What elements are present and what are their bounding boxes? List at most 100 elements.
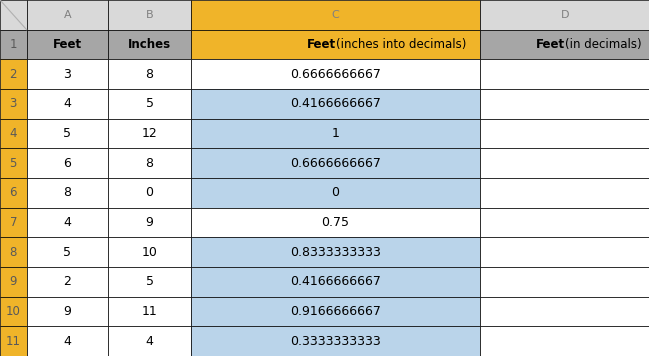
Text: 0: 0 <box>145 186 154 199</box>
Text: 1: 1 <box>332 127 339 140</box>
Bar <box>0 237 27 267</box>
Text: 3: 3 <box>10 97 17 110</box>
Text: 2: 2 <box>64 275 71 288</box>
Bar <box>108 178 191 208</box>
Text: (in decimals): (in decimals) <box>565 38 641 51</box>
Bar <box>108 89 191 119</box>
Text: 9: 9 <box>10 275 17 288</box>
Text: 0.8333333333: 0.8333333333 <box>290 246 381 259</box>
Bar <box>191 297 480 326</box>
Bar <box>27 30 108 59</box>
Text: A: A <box>64 10 71 20</box>
Bar <box>0 267 27 297</box>
Text: 10: 10 <box>6 305 21 318</box>
Bar <box>0 59 27 89</box>
Text: D: D <box>560 10 569 20</box>
Text: 8: 8 <box>64 186 71 199</box>
Bar <box>191 208 480 237</box>
Text: 5: 5 <box>145 275 154 288</box>
Text: 12: 12 <box>141 127 158 140</box>
Text: 5: 5 <box>10 157 17 170</box>
Bar <box>27 148 108 178</box>
Bar <box>108 208 191 237</box>
Text: 0.75: 0.75 <box>321 216 350 229</box>
Bar <box>0 30 27 59</box>
Bar <box>191 267 480 297</box>
Bar <box>27 237 108 267</box>
Text: 0.6666666667: 0.6666666667 <box>290 157 381 170</box>
Text: 3: 3 <box>64 68 71 81</box>
Bar <box>27 0 108 30</box>
Text: 8: 8 <box>145 68 154 81</box>
Bar <box>191 326 480 356</box>
Bar <box>108 326 191 356</box>
Text: Feet: Feet <box>306 38 336 51</box>
Bar <box>480 326 649 356</box>
Bar <box>108 297 191 326</box>
Text: 4: 4 <box>64 335 71 348</box>
Bar <box>27 326 108 356</box>
Bar <box>480 267 649 297</box>
Text: (inches into decimals): (inches into decimals) <box>336 38 466 51</box>
Bar <box>480 89 649 119</box>
Bar <box>108 0 191 30</box>
Bar <box>191 237 480 267</box>
Text: 5: 5 <box>145 97 154 110</box>
Bar <box>27 297 108 326</box>
Text: Inches: Inches <box>128 38 171 51</box>
Bar <box>480 297 649 326</box>
Bar <box>108 30 191 59</box>
Text: 4: 4 <box>145 335 154 348</box>
Text: C: C <box>332 10 339 20</box>
Bar <box>0 208 27 237</box>
Text: 5: 5 <box>64 246 71 259</box>
Text: 1: 1 <box>10 38 17 51</box>
Text: Feet: Feet <box>535 38 565 51</box>
Bar <box>27 267 108 297</box>
Text: 0.3333333333: 0.3333333333 <box>290 335 381 348</box>
Bar <box>191 30 480 59</box>
Bar <box>27 59 108 89</box>
Text: 11: 11 <box>6 335 21 348</box>
Text: 4: 4 <box>64 216 71 229</box>
Bar <box>108 59 191 89</box>
Text: 0.4166666667: 0.4166666667 <box>290 97 381 110</box>
Bar <box>191 59 480 89</box>
Bar <box>108 119 191 148</box>
Text: 0: 0 <box>332 186 339 199</box>
Bar <box>108 267 191 297</box>
Text: 2: 2 <box>10 68 17 81</box>
Bar <box>108 237 191 267</box>
Text: 9: 9 <box>64 305 71 318</box>
Text: 5: 5 <box>64 127 71 140</box>
Bar <box>480 59 649 89</box>
Text: 4: 4 <box>64 97 71 110</box>
Bar <box>27 208 108 237</box>
Text: 0.9166666667: 0.9166666667 <box>290 305 381 318</box>
Text: 8: 8 <box>145 157 154 170</box>
Bar <box>27 178 108 208</box>
Bar <box>27 119 108 148</box>
Bar <box>480 237 649 267</box>
Text: 4: 4 <box>10 127 17 140</box>
Bar <box>480 0 649 30</box>
Bar <box>191 178 480 208</box>
Bar <box>0 119 27 148</box>
Text: 8: 8 <box>10 246 17 259</box>
Text: 0.6666666667: 0.6666666667 <box>290 68 381 81</box>
Bar <box>191 148 480 178</box>
Text: 7: 7 <box>10 216 17 229</box>
Bar <box>0 89 27 119</box>
Bar <box>480 208 649 237</box>
Text: B: B <box>146 10 153 20</box>
Bar <box>191 89 480 119</box>
Bar <box>108 148 191 178</box>
Text: 10: 10 <box>141 246 158 259</box>
Text: 9: 9 <box>145 216 154 229</box>
Text: 6: 6 <box>10 186 17 199</box>
Bar <box>480 178 649 208</box>
Text: 0.4166666667: 0.4166666667 <box>290 275 381 288</box>
Bar <box>191 0 480 30</box>
Bar <box>0 326 27 356</box>
Text: 6: 6 <box>64 157 71 170</box>
